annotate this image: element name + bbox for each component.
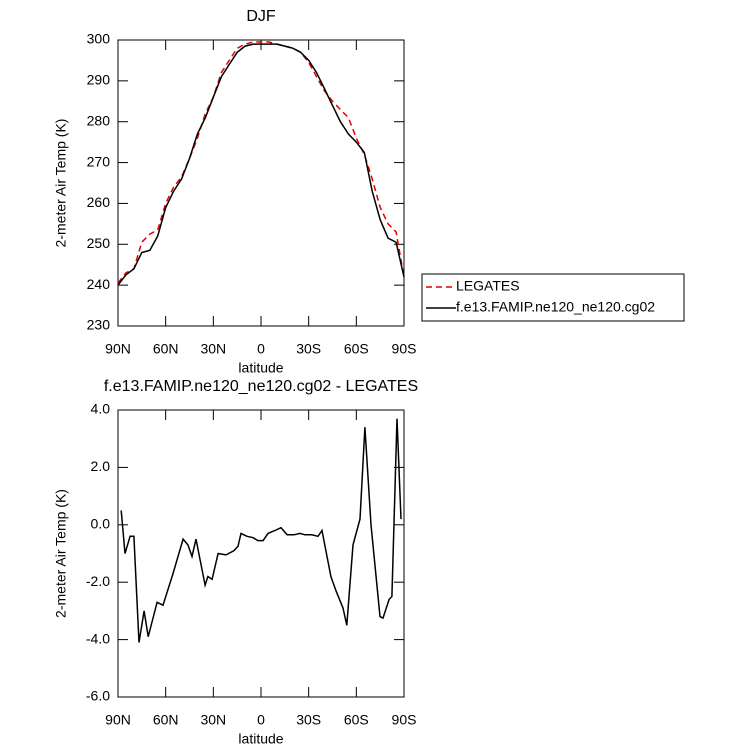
plot-frame [117, 409, 405, 698]
plot-frame [117, 39, 405, 327]
data-line [117, 41, 405, 284]
data-line [120, 418, 402, 643]
y-axis-label: 2-meter Air Temp (K) [53, 489, 69, 618]
x-tick-label: 30S [296, 341, 321, 357]
chart-title: DJF [246, 8, 276, 25]
y-tick-label: 300 [87, 31, 111, 47]
x-tick-label: 30N [200, 341, 226, 357]
y-tick-label: 270 [87, 153, 111, 169]
y-tick-label: 280 [87, 112, 111, 128]
x-tick-label: 60N [153, 341, 179, 357]
x-axis-label: latitude [238, 731, 283, 747]
x-tick-label: 60S [344, 341, 369, 357]
x-tick-label: 90N [105, 712, 131, 728]
x-tick-label: 0 [257, 341, 265, 357]
y-tick-label: 4.0 [91, 401, 111, 417]
y-tick-label: 250 [87, 235, 111, 251]
x-tick-label: 90N [105, 341, 131, 357]
data-line [117, 43, 405, 286]
x-tick-label: 90S [392, 341, 417, 357]
y-tick-label: 240 [87, 276, 111, 292]
legend-label: LEGATES [456, 278, 520, 294]
x-tick-label: 60N [153, 712, 179, 728]
x-tick-label: 0 [257, 712, 265, 728]
y-tick-label: 290 [87, 72, 111, 88]
y-tick-label: 230 [87, 317, 111, 333]
y-tick-label: -6.0 [86, 688, 110, 704]
x-axis-label: latitude [238, 360, 283, 376]
y-tick-label: 260 [87, 194, 111, 210]
x-tick-label: 30S [296, 712, 321, 728]
x-tick-label: 90S [392, 712, 417, 728]
y-tick-label: -2.0 [86, 573, 110, 589]
y-tick-label: 2.0 [91, 458, 111, 474]
x-tick-label: 60S [344, 712, 369, 728]
y-tick-label: -4.0 [86, 630, 110, 646]
y-tick-label: 0.0 [91, 516, 111, 532]
legend-label: f.e13.FAMIP.ne120_ne120.cg02 [456, 299, 655, 315]
x-tick-label: 30N [200, 712, 226, 728]
legend-box [421, 273, 685, 322]
chart-title: f.e13.FAMIP.ne120_ne120.cg02 - LEGATES [104, 378, 418, 395]
y-axis-label: 2-meter Air Temp (K) [53, 119, 69, 248]
